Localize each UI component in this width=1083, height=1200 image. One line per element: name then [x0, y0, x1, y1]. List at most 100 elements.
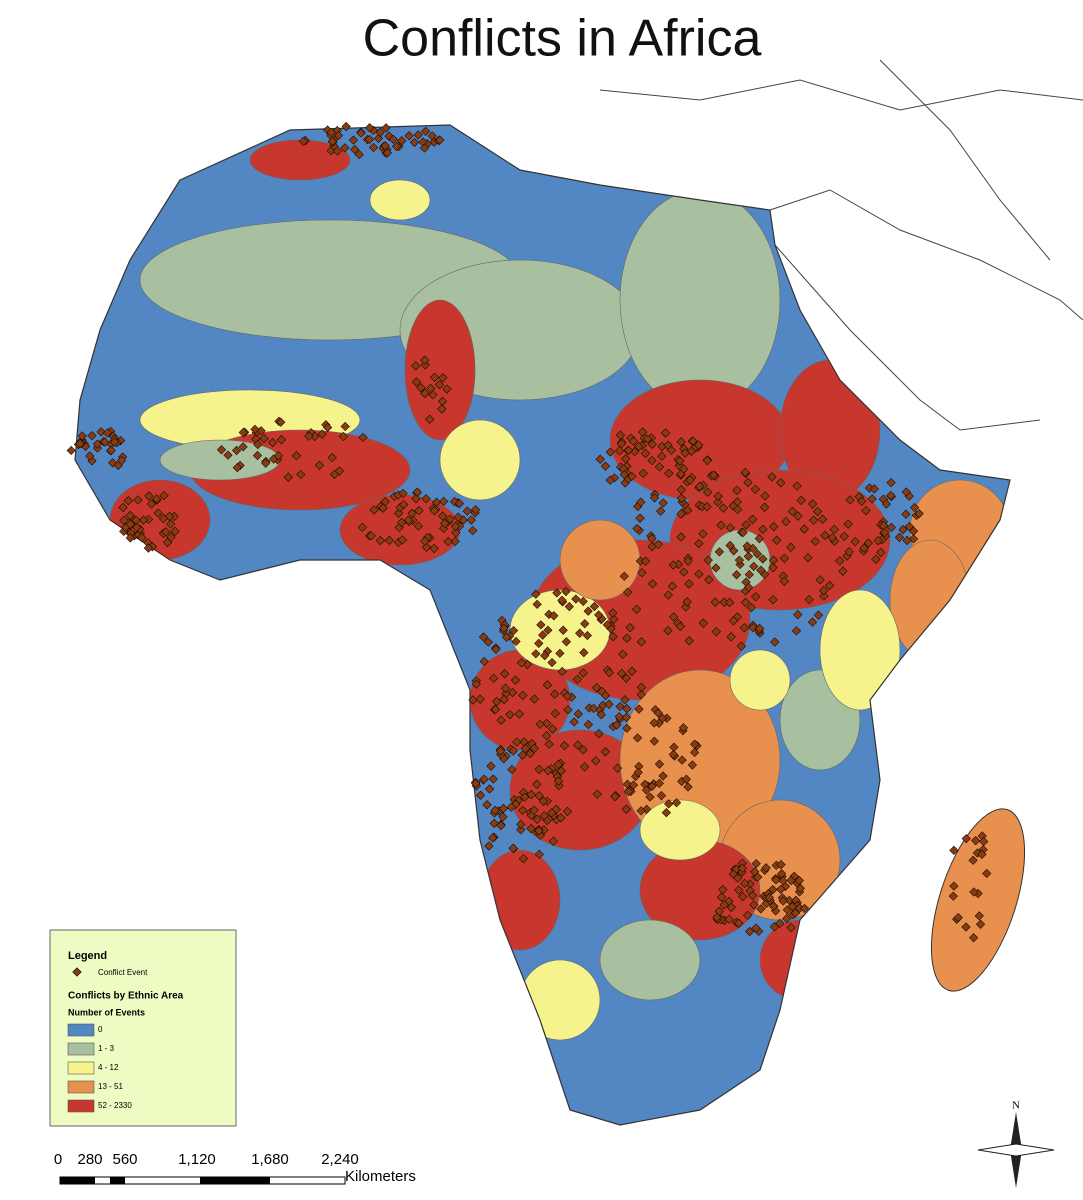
conflict-event	[953, 912, 963, 923]
conflict-event	[612, 763, 623, 773]
conflict-event	[608, 608, 618, 618]
conflict-event	[791, 626, 802, 636]
conflict-event	[87, 431, 97, 441]
conflict-event	[741, 597, 751, 607]
conflict-event	[747, 514, 758, 524]
conflict-event	[358, 432, 368, 443]
conflict-event	[618, 649, 628, 659]
conflict-event	[534, 791, 544, 801]
conflict-event	[666, 445, 677, 455]
region	[404, 299, 476, 441]
conflict-event	[902, 535, 912, 546]
conflict-event	[356, 128, 366, 138]
conflict-event	[724, 914, 734, 924]
conflict-event	[75, 439, 85, 449]
conflict-event	[741, 520, 751, 530]
legend-classes: 0 1 - 3 4 - 12 13 - 51 52 - 2330	[67, 1023, 132, 1113]
conflict-event	[66, 445, 76, 456]
conflict-event	[578, 596, 588, 607]
conflict-event	[776, 860, 786, 870]
conflict-event	[726, 902, 736, 912]
conflict-event	[808, 499, 818, 509]
conflict-event	[548, 836, 558, 846]
region	[729, 649, 791, 711]
conflict-event	[484, 784, 495, 794]
conflict-event	[635, 513, 645, 523]
legend-class-label: 1 - 3	[98, 1044, 115, 1053]
conflict-event	[676, 509, 686, 519]
conflict-event	[654, 462, 665, 472]
conflict-event	[844, 547, 854, 557]
conflict-event	[125, 510, 135, 521]
conflict-event	[549, 611, 559, 621]
conflict-event	[506, 802, 516, 812]
conflict-event	[252, 450, 263, 461]
conflict-event	[420, 355, 430, 365]
conflict-event	[125, 533, 135, 543]
conflict-event	[398, 488, 408, 499]
conflict-event	[492, 696, 502, 707]
conflict-event	[793, 511, 803, 521]
map-title: Conflicts in Africa	[363, 10, 762, 68]
conflict-event	[119, 515, 129, 525]
conflict-event	[728, 869, 738, 879]
conflict-event	[658, 498, 668, 508]
conflict-event	[437, 404, 447, 414]
conflict-event	[296, 469, 306, 480]
conflict-event	[776, 478, 786, 488]
neighbor-borders	[599, 59, 1083, 431]
conflict-event	[562, 806, 573, 816]
conflict-event	[719, 900, 729, 910]
north-label: N	[1012, 1100, 1020, 1112]
region	[639, 799, 721, 861]
conflict-event	[732, 570, 742, 580]
conflict-event	[623, 587, 633, 597]
conflict-event	[482, 800, 492, 810]
conflict-event	[904, 521, 914, 532]
legend-point-symbol	[72, 967, 82, 977]
conflict-event	[761, 863, 771, 873]
conflict-event	[729, 546, 739, 556]
conflict-event	[600, 691, 611, 701]
conflict-event	[589, 601, 600, 612]
conflict-event	[594, 729, 604, 739]
conflict-event	[712, 912, 722, 923]
conflict-event	[314, 460, 325, 470]
legend: Legend Conflict Event Conflicts by Ethni…	[49, 929, 237, 1127]
north-arrow-cross	[977, 1143, 1055, 1157]
conflict-event	[77, 431, 87, 441]
conflict-event	[502, 632, 512, 642]
conflict-event	[471, 679, 481, 689]
conflict-event	[655, 506, 666, 516]
conflict-event	[718, 503, 729, 513]
conflict-event	[411, 377, 422, 387]
conflict-event	[92, 439, 103, 449]
conflict-event	[421, 494, 431, 504]
conflict-event	[764, 893, 774, 903]
conflict-event	[532, 599, 542, 609]
conflict-event	[817, 514, 828, 524]
conflict-event	[612, 720, 622, 730]
conflict-event	[657, 713, 668, 723]
conflict-event	[678, 723, 689, 733]
conflict-event	[340, 143, 350, 153]
conflict-event	[876, 547, 886, 557]
conflict-event	[596, 710, 606, 720]
conflict-event	[752, 549, 762, 559]
conflict-event	[592, 789, 602, 799]
conflict-event	[825, 580, 835, 591]
conflict-event	[512, 737, 522, 747]
conflict-event	[510, 675, 521, 685]
region	[619, 189, 781, 411]
conflict-event	[675, 621, 686, 631]
scale-label: 1,120	[178, 1151, 216, 1168]
conflict-event	[571, 594, 581, 604]
conflict-event	[466, 515, 476, 525]
conflict-event	[397, 517, 407, 528]
conflict-event	[778, 896, 788, 906]
conflict-event	[961, 834, 971, 844]
conflict-event	[555, 648, 565, 658]
conflict-event	[216, 445, 227, 455]
conflict-event	[579, 647, 589, 658]
conflict-event	[628, 780, 639, 790]
